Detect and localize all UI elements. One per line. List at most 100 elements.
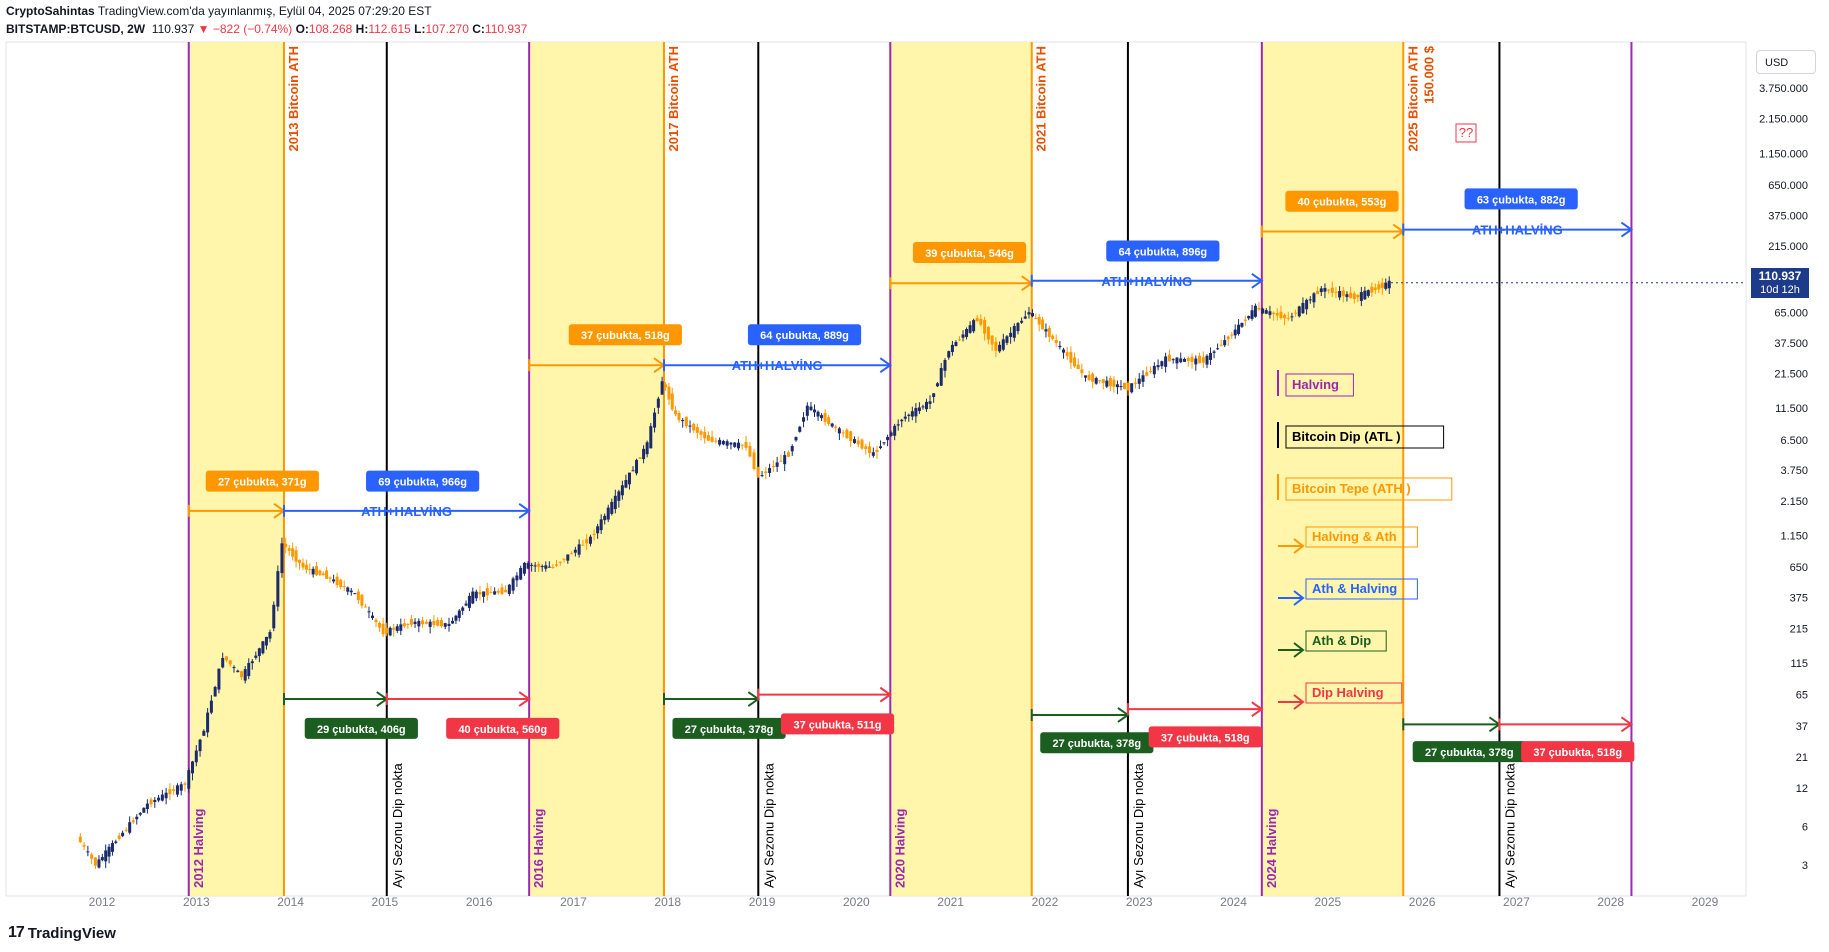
candle-body [311, 568, 315, 575]
candle-body [93, 857, 97, 866]
symbol-name[interactable]: BITSTAMP:BTCUSD, 2W [6, 22, 146, 36]
candle-body [97, 859, 101, 868]
candle-body [374, 619, 378, 623]
y-tick-label: 3.750.000 [1759, 83, 1808, 95]
candle-body [879, 446, 883, 449]
candle-body [1012, 326, 1016, 338]
candle-body [247, 663, 251, 677]
count-label: 27 çubukta, 378g [685, 724, 774, 736]
candle-body [86, 851, 90, 853]
candle-body [82, 844, 86, 847]
candle-body [748, 446, 752, 457]
candle-body [620, 485, 624, 496]
candle-body [363, 606, 367, 608]
candle-body [321, 573, 325, 576]
candle-body [1047, 327, 1051, 337]
candle-body [1030, 313, 1034, 317]
candle-body [592, 533, 596, 535]
candle-body [775, 462, 779, 467]
candle-body [638, 457, 642, 459]
candle-body [526, 563, 530, 569]
candle-body [1366, 290, 1370, 296]
candle-body [1126, 382, 1130, 391]
candle-body [395, 626, 399, 631]
candle-body [114, 841, 118, 843]
ath_halving-arrow: ATH+HALVİNG 64 çubukta, 896g [1030, 240, 1261, 289]
candle-body [335, 576, 339, 586]
candle-body [635, 459, 639, 474]
candle-body [537, 563, 541, 567]
halving_ath-arrow: 40 çubukta, 553g [1260, 190, 1403, 238]
count-label: 37 çubukta, 518g [1161, 732, 1250, 744]
chart-header-publisher: CryptoSahintas TradingView.com'da yayınl… [6, 4, 432, 18]
candle-body [1076, 364, 1080, 370]
candle-body [1186, 358, 1190, 362]
candle-body [968, 325, 972, 333]
candle-body [1108, 378, 1112, 387]
candle-body [187, 770, 191, 789]
candle-body [257, 648, 261, 656]
candle-body [138, 812, 142, 815]
candle-body [900, 419, 904, 422]
candle-body [1286, 317, 1290, 319]
candle-body [402, 623, 406, 627]
count-label-box [1148, 726, 1262, 748]
currency-selector[interactable]: USD [1756, 50, 1816, 74]
candle-body [852, 439, 856, 444]
candle-body [585, 539, 589, 544]
count-label: 64 çubukta, 896g [1119, 247, 1208, 259]
candle-body [1226, 336, 1230, 340]
ath-label: 2013 Bitcoin ATH [286, 46, 301, 151]
count-label: 39 çubukta, 546g [925, 248, 1014, 260]
candle-body [367, 611, 371, 613]
last-price: 110.937 [151, 22, 195, 36]
ath_halving-arrow: ATH+HALVİNG 64 çubukta, 889g [662, 324, 890, 373]
candle-body [131, 820, 135, 823]
candle-body [1297, 306, 1301, 317]
candle-body [986, 326, 990, 340]
candle-body [507, 584, 511, 594]
candle-body [1094, 378, 1098, 384]
dip_halving-arrow: 37 çubukta, 518g [1498, 718, 1635, 763]
candle-body [217, 668, 221, 690]
y-tick-label: 650.000 [1768, 180, 1808, 192]
candle-body [385, 627, 389, 634]
candle-body [1349, 292, 1353, 298]
dip-label: Ayı Sezonu Dip nokta [390, 762, 405, 888]
candle-body [830, 423, 834, 427]
count-label: 29 çubukta, 406g [317, 724, 406, 736]
candle-body [725, 441, 729, 446]
candle-body [1243, 319, 1247, 321]
legend-box [1305, 682, 1403, 704]
candle-body [1044, 329, 1048, 332]
candle-body [935, 383, 939, 387]
candle-body [1145, 372, 1149, 376]
candle-body [1105, 380, 1109, 387]
legend-label: Ath & Dip [1312, 633, 1371, 648]
candle-body [191, 761, 195, 774]
candle-body [610, 501, 614, 514]
candle-body [558, 561, 562, 563]
candle-body [1001, 339, 1005, 350]
candle-body [232, 667, 236, 669]
candle-body [1384, 282, 1388, 289]
halving_ath-arrow: 27 çubukta, 371g [187, 470, 319, 517]
arrow-head [1620, 221, 1634, 238]
dip_halving-arrow: 37 çubukta, 518g [1126, 703, 1262, 748]
candle-body [346, 587, 350, 592]
legend-label: Bitcoin Tepe (ATH ) [1292, 481, 1411, 496]
candle-body [1312, 293, 1316, 303]
candle-body [570, 553, 574, 555]
y-tick-label: 115 [1790, 658, 1808, 670]
author-name[interactable]: CryptoSahintas [6, 4, 95, 18]
candle-body [1182, 358, 1186, 362]
candle-body [436, 620, 440, 626]
tradingview-logo[interactable]: 17 TradingView [8, 924, 116, 942]
count-label-box [366, 470, 480, 492]
candle-body [813, 409, 817, 413]
candle-body [432, 620, 436, 626]
candle-body [1112, 379, 1116, 387]
candle-body [721, 440, 725, 445]
candle-body [124, 829, 128, 831]
